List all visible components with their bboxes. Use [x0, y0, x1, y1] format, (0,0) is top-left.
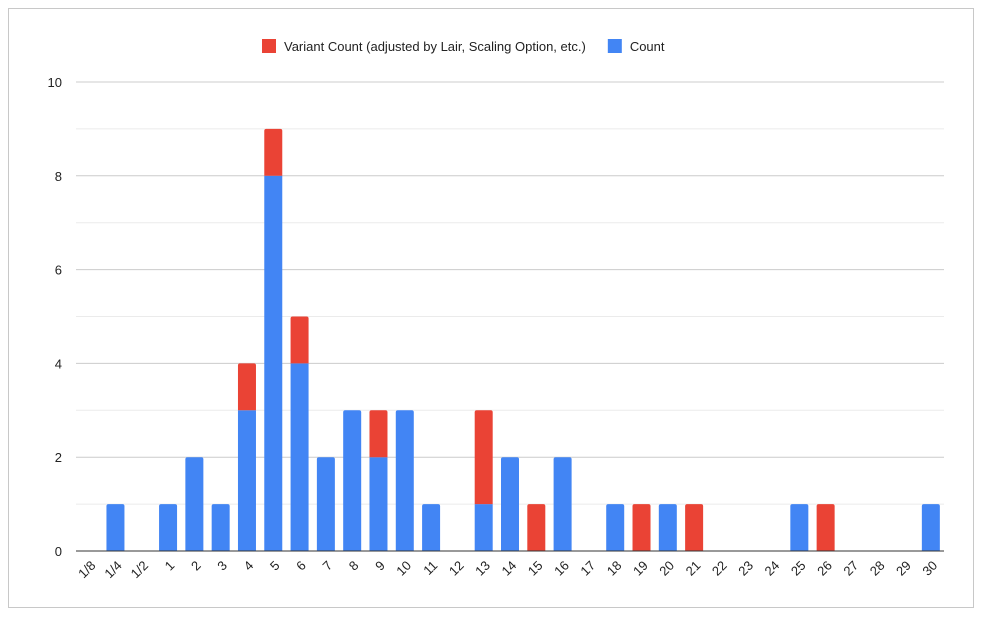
x-tick-label: 12 [446, 558, 467, 579]
x-tick-label: 26 [814, 558, 835, 579]
x-tick-label: 30 [919, 558, 940, 579]
x-tick-label: 27 [840, 558, 861, 579]
x-tick-label: 1/4 [101, 558, 124, 581]
x-tick-label: 1/2 [128, 558, 151, 581]
x-tick-label: 15 [525, 558, 546, 579]
x-tick-label: 22 [709, 558, 730, 579]
bar-count-13 [474, 504, 493, 551]
bar-count-3 [211, 504, 230, 551]
x-tick-label: 21 [683, 558, 704, 579]
bar-count-7 [316, 457, 335, 551]
x-tick-label: 23 [735, 558, 756, 579]
bar-variant-9 [369, 410, 388, 458]
bar-count-8 [343, 410, 362, 551]
bar-variant-26 [816, 504, 835, 551]
bar-count-16 [553, 457, 572, 551]
legend-swatch [607, 39, 622, 53]
legend-label: Variant Count (adjusted by Lair, Scaling… [284, 39, 586, 54]
bar-count-5 [264, 175, 283, 552]
y-tick-label: 10 [48, 75, 62, 90]
legend: Variant Count (adjusted by Lair, Scaling… [262, 39, 665, 54]
x-tick-label: 4 [241, 558, 257, 574]
x-tick-label: 8 [346, 558, 362, 574]
x-tick-label: 3 [214, 558, 230, 574]
x-tick-label: 1 [162, 558, 178, 574]
bar-variant-15 [527, 504, 546, 551]
bar-count-14 [501, 457, 519, 551]
x-tick-label: 20 [656, 558, 677, 579]
legend-label: Count [630, 39, 665, 54]
bar-count-30 [921, 504, 940, 551]
x-tick-label: 24 [762, 558, 783, 579]
x-tick-label: 13 [472, 558, 493, 579]
x-tick-label: 9 [372, 558, 388, 574]
x-tick-label: 25 [788, 558, 809, 579]
legend-swatch [262, 39, 276, 53]
x-tick-label: 6 [293, 558, 309, 574]
y-tick-label: 6 [55, 263, 62, 278]
x-tick-label: 17 [577, 558, 598, 579]
x-tick-label: 19 [630, 558, 651, 579]
bar-count-11 [422, 504, 441, 551]
x-tick-label: 2 [188, 558, 204, 574]
x-axis: 1/8 1/4 1/2 1 2 3 4 5 6 7 8 9 10 11 12 13 14 15 16 17 18 19 20… [75, 550, 944, 581]
x-tick-label: 29 [893, 558, 914, 579]
bar-count-25 [790, 504, 809, 551]
bar-variant-4 [237, 363, 256, 411]
x-tick-label: 5 [267, 558, 283, 574]
bars [106, 128, 940, 552]
bar-count-6 [290, 363, 309, 551]
bar-variant-6 [290, 316, 309, 364]
x-tick-label: 7 [319, 558, 335, 574]
x-tick-label: 14 [499, 558, 520, 579]
bar-count-9 [369, 457, 388, 551]
x-tick-label: 16 [551, 558, 572, 579]
bar-count-1 [159, 504, 178, 551]
y-axis: 0 2 4 6 8 10 [48, 75, 62, 559]
x-tick-label: 28 [867, 558, 888, 579]
y-tick-label: 8 [55, 169, 62, 184]
x-tick-label: 11 [420, 558, 440, 578]
bar-count-10 [395, 410, 414, 551]
y-tick-label: 4 [55, 356, 62, 371]
y-tick-label: 2 [55, 450, 62, 465]
bar-variant-19 [632, 504, 651, 551]
y-tick-label: 0 [55, 544, 62, 559]
bar-count-18 [606, 504, 625, 551]
bar-count-2 [185, 457, 204, 551]
bar-variant-13 [474, 410, 493, 505]
bar-count-1-4 [106, 504, 125, 551]
x-tick-label: 10 [393, 558, 414, 579]
x-tick-label: 18 [604, 558, 625, 579]
bar-count-20 [658, 504, 677, 551]
gridlines [76, 81, 944, 505]
bar-variant-21 [685, 504, 704, 551]
x-tick-label: 1/8 [75, 558, 98, 581]
bar-variant-5 [264, 128, 283, 176]
bar-count-4 [237, 410, 256, 551]
